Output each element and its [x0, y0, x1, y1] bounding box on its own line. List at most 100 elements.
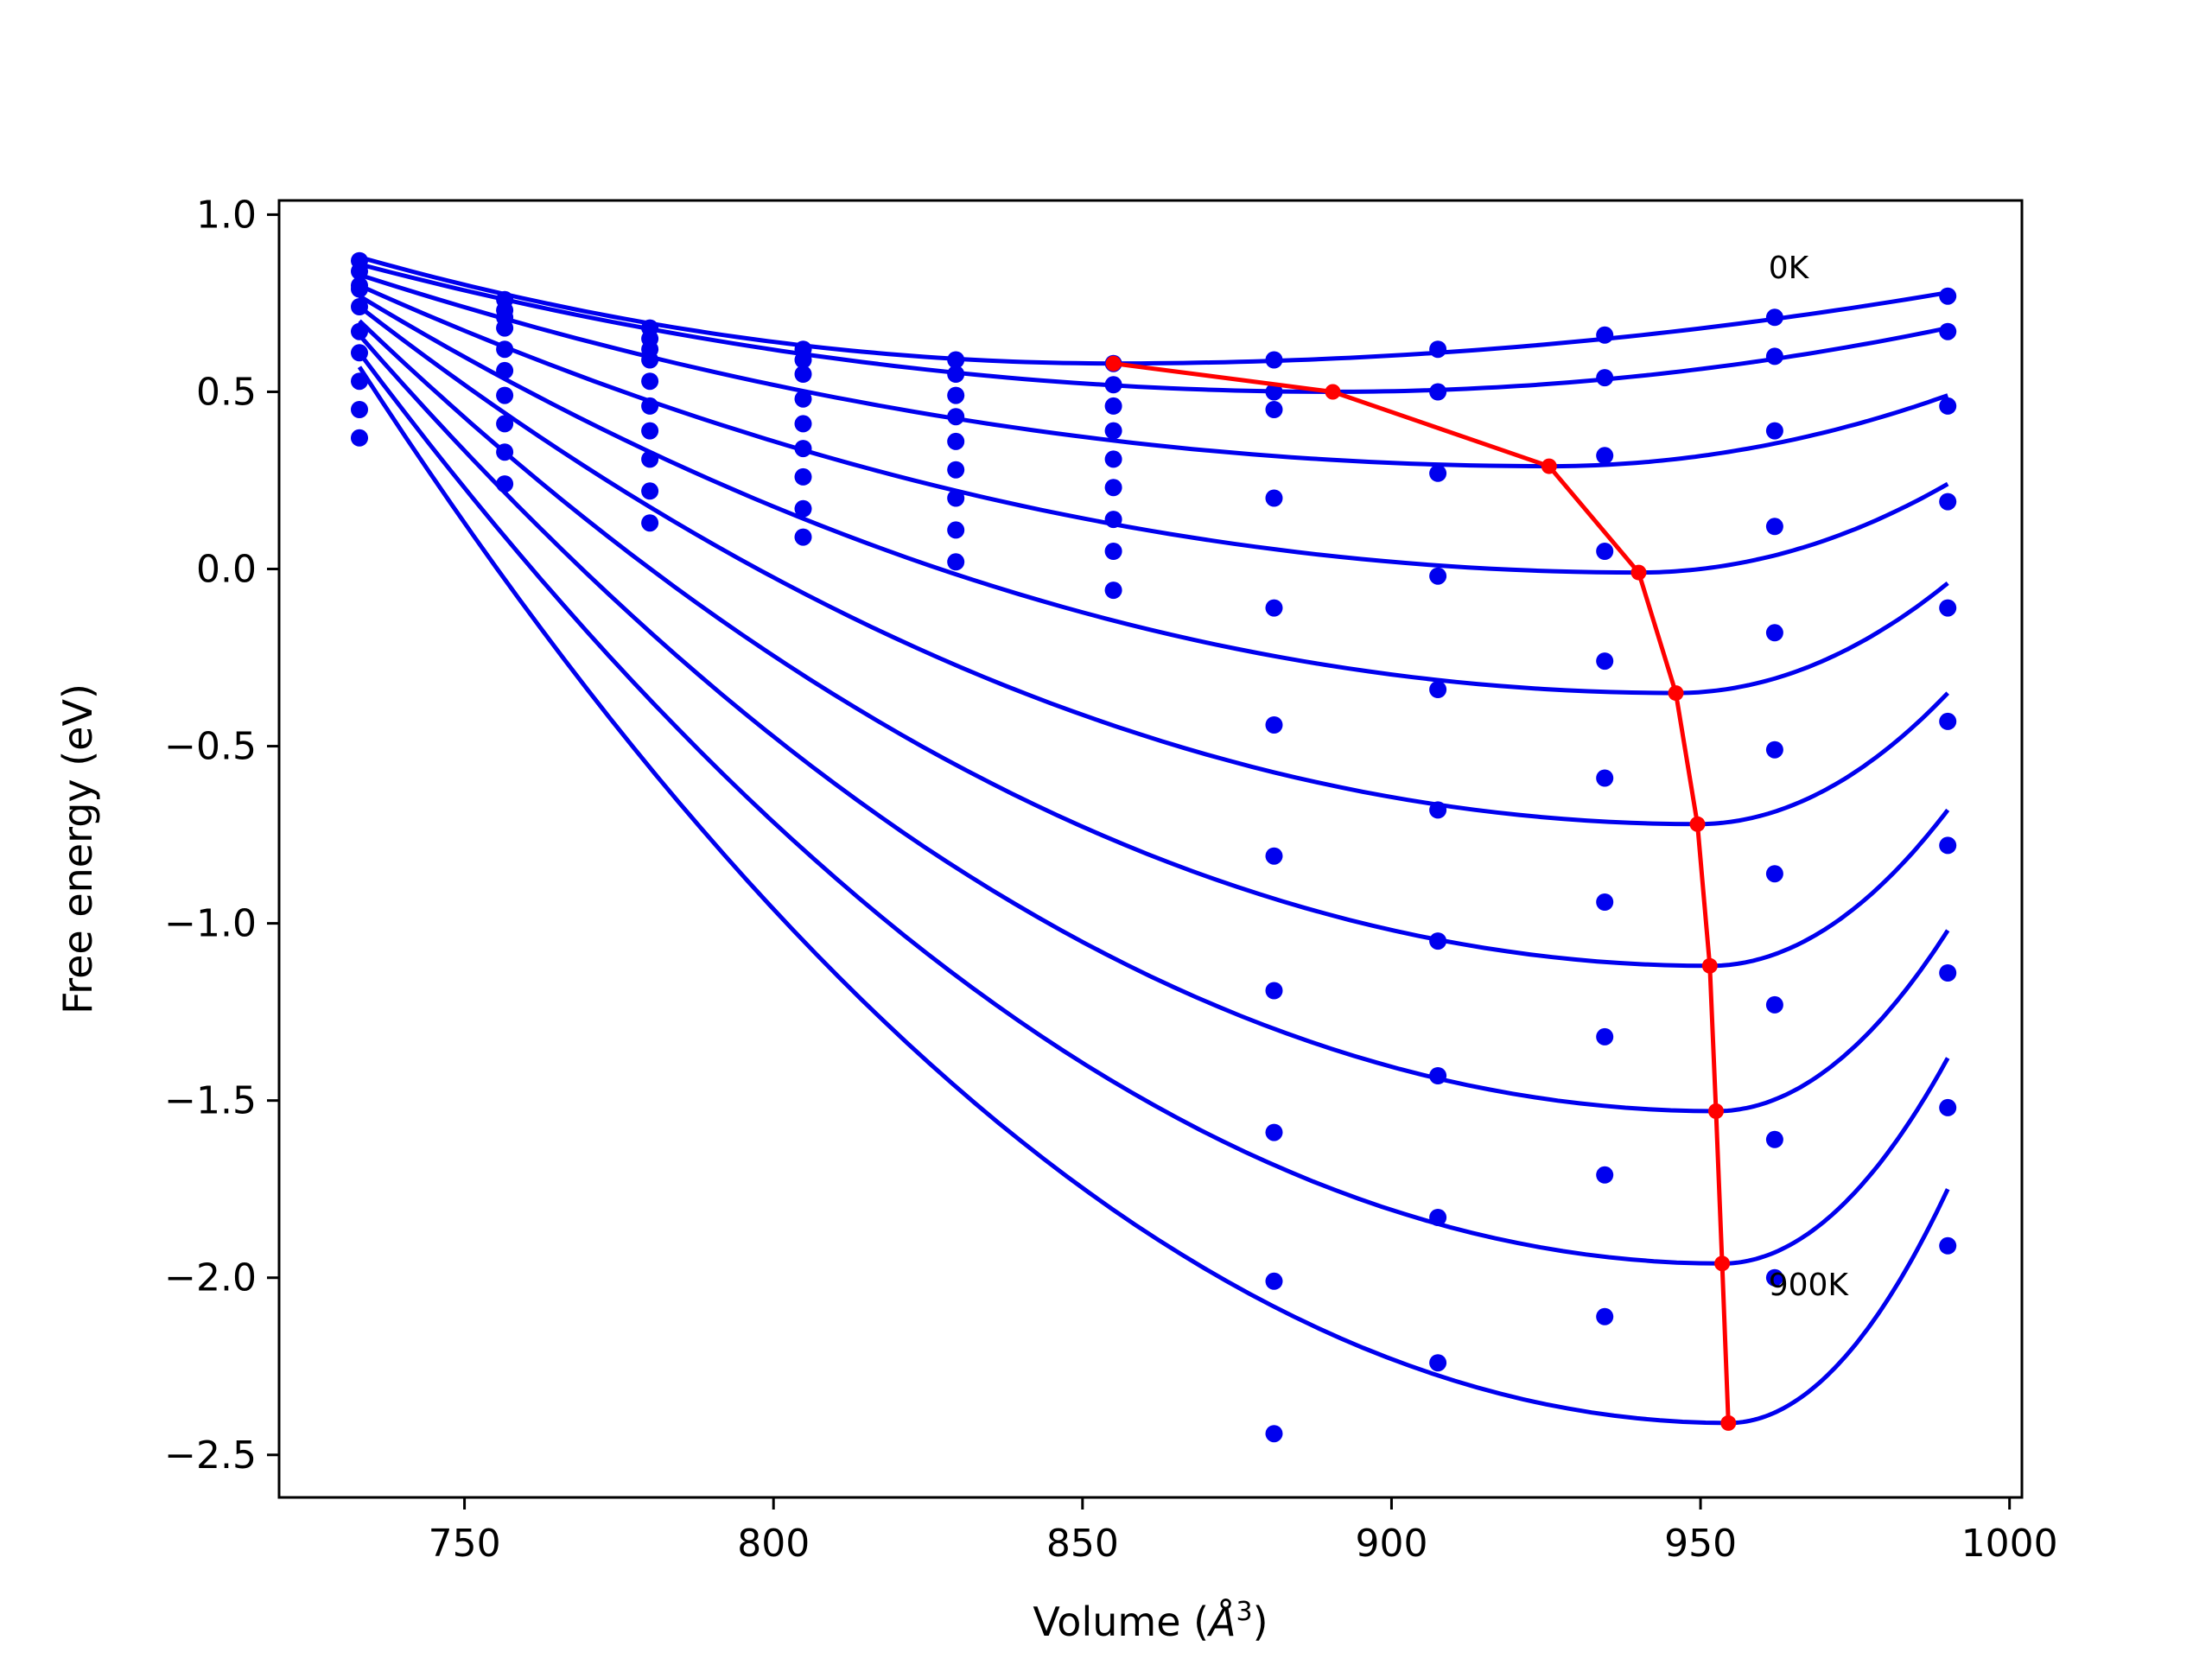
data-point-7-10 [1939, 964, 1957, 982]
data-point-1-8 [1596, 369, 1614, 387]
data-point-7-4 [947, 521, 965, 539]
data-point-4-0 [351, 298, 368, 315]
data-point-5-4 [947, 461, 965, 479]
x-tick-label-5: 1000 [1961, 1522, 2058, 1566]
data-point-8-5 [1104, 582, 1122, 600]
data-point-7-2 [641, 450, 659, 468]
data-point-3-3 [794, 390, 812, 408]
data-point-4-2 [641, 372, 659, 391]
data-point-8-1 [496, 443, 514, 461]
annotation-0: 0K [1769, 251, 1810, 286]
x-axis-label-exponent: 3 [1236, 1597, 1253, 1627]
data-point-4-4 [947, 432, 965, 450]
annotations: 0K 900K [1769, 251, 1850, 1303]
data-point-4-6 [1265, 599, 1283, 617]
data-point-4-8 [1596, 652, 1614, 671]
data-point-8-6 [1265, 1123, 1283, 1141]
x-axis-label-unit: Å [1206, 1599, 1236, 1645]
data-point-6-7 [1429, 932, 1447, 950]
data-point-1-7 [1429, 383, 1447, 401]
y-axis-label: Free energy (eV) [54, 683, 101, 1014]
data-point-3-8 [1596, 543, 1614, 560]
y-tick-label-0: 1.0 [196, 193, 257, 237]
data-point-4-3 [794, 415, 812, 433]
data-point-7-1 [496, 415, 514, 433]
data-point-5-0 [351, 322, 368, 340]
minimum-point-0 [1105, 355, 1122, 372]
data-point-5-7 [1429, 801, 1447, 819]
data-point-8-0 [351, 401, 368, 418]
x-tick-label-2: 850 [1046, 1522, 1119, 1566]
minimum-point-3 [1630, 564, 1647, 581]
data-point-1-4 [947, 365, 965, 383]
data-point-6-2 [641, 422, 659, 440]
x-axis-label-text: Volume ( [1033, 1599, 1209, 1645]
data-point-6-8 [1596, 893, 1614, 911]
data-point-0-7 [1429, 340, 1447, 359]
data-point-1-5 [1104, 376, 1122, 394]
y-tick-label-1: 0.5 [196, 370, 257, 414]
data-point-5-6 [1265, 716, 1283, 734]
data-point-2-7 [1429, 464, 1447, 482]
data-point-6-1 [496, 386, 514, 404]
y-tick-label-6: −2.0 [164, 1256, 257, 1300]
y-tick-label-7: −2.5 [164, 1433, 257, 1478]
data-point-9-0 [351, 429, 368, 447]
fit-curve-4 [358, 294, 1949, 696]
data-point-1-10 [1939, 322, 1957, 340]
y-axis: 1.0 0.5 0.0 −0.5 −1.0 −1.5 −2.0 −2.5 [164, 193, 279, 1478]
data-point-2-5 [1104, 397, 1122, 415]
data-point-3-5 [1104, 422, 1122, 440]
data-point-3-4 [947, 408, 965, 426]
plot-frame [277, 199, 2024, 1499]
data-point-1-0 [351, 263, 368, 280]
minimum-point-8 [1714, 1255, 1731, 1272]
data-point-extra-0 [1265, 1425, 1283, 1443]
data-point-5-5 [1104, 479, 1122, 497]
x-axis: 750 800 850 900 950 1000 [429, 1497, 2058, 1566]
fit-curve-0 [359, 255, 1948, 366]
minimum-point-5 [1689, 816, 1706, 832]
data-point-5-2 [641, 397, 659, 415]
minimum-point-7 [1708, 1103, 1724, 1119]
data-point-9-10 [1939, 1236, 1957, 1255]
data-point-8-3 [794, 528, 812, 546]
data-point-8-9 [1765, 1130, 1783, 1148]
data-point-3-9 [1765, 518, 1783, 536]
data-point-0-4 [947, 351, 965, 369]
data-point-2-4 [947, 386, 965, 404]
data-point-4-1 [496, 340, 514, 359]
data-point-4-5 [1104, 450, 1122, 468]
data-point-7-6 [1265, 982, 1283, 1000]
data-point-6-4 [947, 489, 965, 507]
data-point-7-9 [1765, 995, 1783, 1014]
data-point-5-9 [1765, 741, 1783, 759]
data-point-8-8 [1596, 1166, 1614, 1184]
data-point-9-2 [641, 514, 659, 532]
data-point-1-3 [794, 351, 812, 369]
data-point-7-3 [794, 499, 812, 518]
x-axis-label-close: ) [1253, 1599, 1268, 1645]
data-point-3-6 [1265, 489, 1283, 507]
minimum-point-1 [1325, 384, 1341, 400]
data-point-4-10 [1939, 599, 1957, 617]
data-point-4-9 [1765, 624, 1783, 642]
data-point-2-3 [794, 365, 812, 383]
minimum-point-6 [1701, 957, 1718, 974]
plot-area [351, 251, 1957, 1443]
data-point-2-6 [1265, 401, 1283, 418]
data-point-5-10 [1939, 712, 1957, 730]
x-tick-label-0: 750 [429, 1522, 501, 1566]
data-point-6-3 [794, 467, 812, 486]
data-point-9-1 [496, 475, 514, 493]
y-tick-label-4: −1.0 [164, 902, 257, 946]
data-point-1-6 [1265, 383, 1283, 401]
y-tick-label-5: −1.5 [164, 1079, 257, 1123]
data-point-2-10 [1939, 397, 1957, 415]
data-point-9-8 [1596, 1307, 1614, 1325]
data-point-8-10 [1939, 1098, 1957, 1116]
data-point-7-5 [1104, 543, 1122, 560]
data-point-5-8 [1596, 769, 1614, 787]
minimum-point-2 [1541, 458, 1557, 474]
data-point-8-2 [641, 482, 659, 500]
